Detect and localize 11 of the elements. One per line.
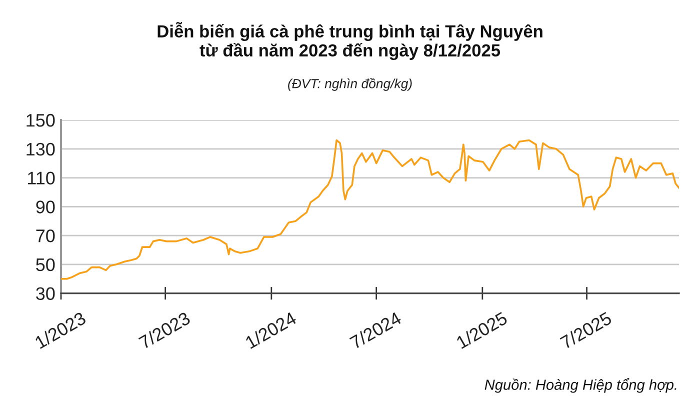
line-series bbox=[61, 139, 679, 280]
y-tick-label: 130 bbox=[26, 142, 55, 156]
chart-title: Diễn biến giá cà phê trung bình tại Tây Nguyên từ đầu năm 2023 đến ngày 8/12/2025 bbox=[158, 22, 542, 60]
y-tick-label: 30 bbox=[36, 287, 55, 300]
chart-subtitle: (ĐVT: nghìn đồng/kg) bbox=[288, 78, 412, 91]
y-tick-label: 150 bbox=[26, 114, 55, 127]
y-tick-label: 110 bbox=[28, 172, 55, 184]
y-tick-label: 70 bbox=[36, 229, 55, 242]
text: Nguồn: Hoàng Hiệp tổng hợp. bbox=[484, 378, 676, 393]
y-tick-label: 50 bbox=[36, 258, 55, 272]
y-tick-label: 90 bbox=[36, 200, 55, 214]
